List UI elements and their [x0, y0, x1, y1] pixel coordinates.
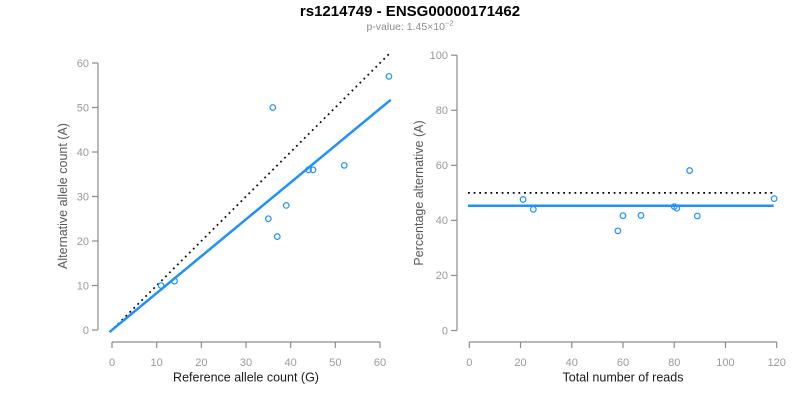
- y-tick-label: 80: [436, 105, 448, 117]
- y-tick-label: 0: [83, 325, 89, 337]
- y-tick-label: 20: [436, 270, 448, 282]
- p-value-times-sign: ×: [427, 21, 434, 33]
- x-tick-label: 100: [716, 357, 734, 369]
- x-tick-label: 60: [374, 357, 386, 369]
- x-tick-label: 10: [151, 357, 163, 369]
- y-tick-label: 0: [442, 325, 448, 337]
- p-value-base: 10: [433, 21, 445, 33]
- data-point: [305, 166, 312, 174]
- data-point: [637, 212, 645, 219]
- data-point: [309, 166, 317, 174]
- data-point: [269, 104, 277, 111]
- x-tick-label: 20: [195, 357, 207, 369]
- y-tick-label: 60: [436, 160, 448, 172]
- data-point: [519, 196, 527, 203]
- data-point: [282, 201, 290, 209]
- x-tick-label: 40: [285, 357, 297, 369]
- x-tick-label: 0: [109, 357, 115, 369]
- y-tick-label: 50: [77, 102, 89, 114]
- data-point: [273, 233, 281, 240]
- y-axis-title: Percentage alternative (A): [412, 120, 426, 265]
- figure-subtitle: p-value: 1.45×10−2: [10, 18, 800, 33]
- data-point: [686, 167, 694, 174]
- y-tick-label: 20: [77, 236, 89, 248]
- data-point: [619, 212, 627, 220]
- fit-line: [108, 98, 392, 333]
- y-tick-label: 40: [77, 147, 89, 159]
- x-tick-label: 80: [668, 357, 680, 369]
- data-point: [340, 161, 348, 169]
- y-tick-label: 60: [77, 58, 89, 70]
- x-tick-label: 0: [466, 357, 472, 369]
- x-tick-label: 60: [617, 357, 629, 369]
- y-tick-label: 30: [77, 191, 89, 203]
- x-tick-label: 30: [240, 357, 252, 369]
- data-point: [264, 215, 272, 223]
- data-point: [529, 205, 537, 213]
- right-scatter-plot: 0 20 40 60 80 100 0 20 40 60 80 100 120 Total number …: [412, 50, 786, 385]
- data-point: [614, 227, 622, 235]
- x-axis-title: Total number of reads: [563, 371, 684, 385]
- p-value-mantissa: 1.45: [406, 21, 428, 33]
- data-point: [157, 282, 165, 289]
- left-scatter-plot: 0 10 20 30 40 50 60 0 10 20 30 40 50 60 Reference alle…: [56, 51, 393, 385]
- p-value-prefix: p-value:: [366, 21, 407, 33]
- p-value-exponent: −2: [444, 18, 454, 28]
- figure-title: rs1214749 - ENSG00000171462: [299, 3, 521, 20]
- x-tick-label: 120: [768, 357, 786, 369]
- data-point: [693, 212, 701, 220]
- data-point: [770, 195, 778, 203]
- x-axis-title: Reference allele count (G): [173, 371, 319, 385]
- x-tick-label: 20: [514, 357, 526, 369]
- data-point: [673, 204, 681, 212]
- identity-line: [109, 51, 392, 333]
- x-tick-label: 40: [566, 357, 578, 369]
- data-point: [171, 277, 178, 285]
- x-tick-label: 50: [329, 357, 341, 369]
- y-tick-label: 40: [436, 215, 448, 227]
- y-axis-title: Alternative allele count (A): [56, 123, 70, 269]
- y-tick-label: 100: [430, 50, 448, 62]
- y-tick-label: 10: [77, 280, 89, 292]
- data-point: [385, 72, 393, 80]
